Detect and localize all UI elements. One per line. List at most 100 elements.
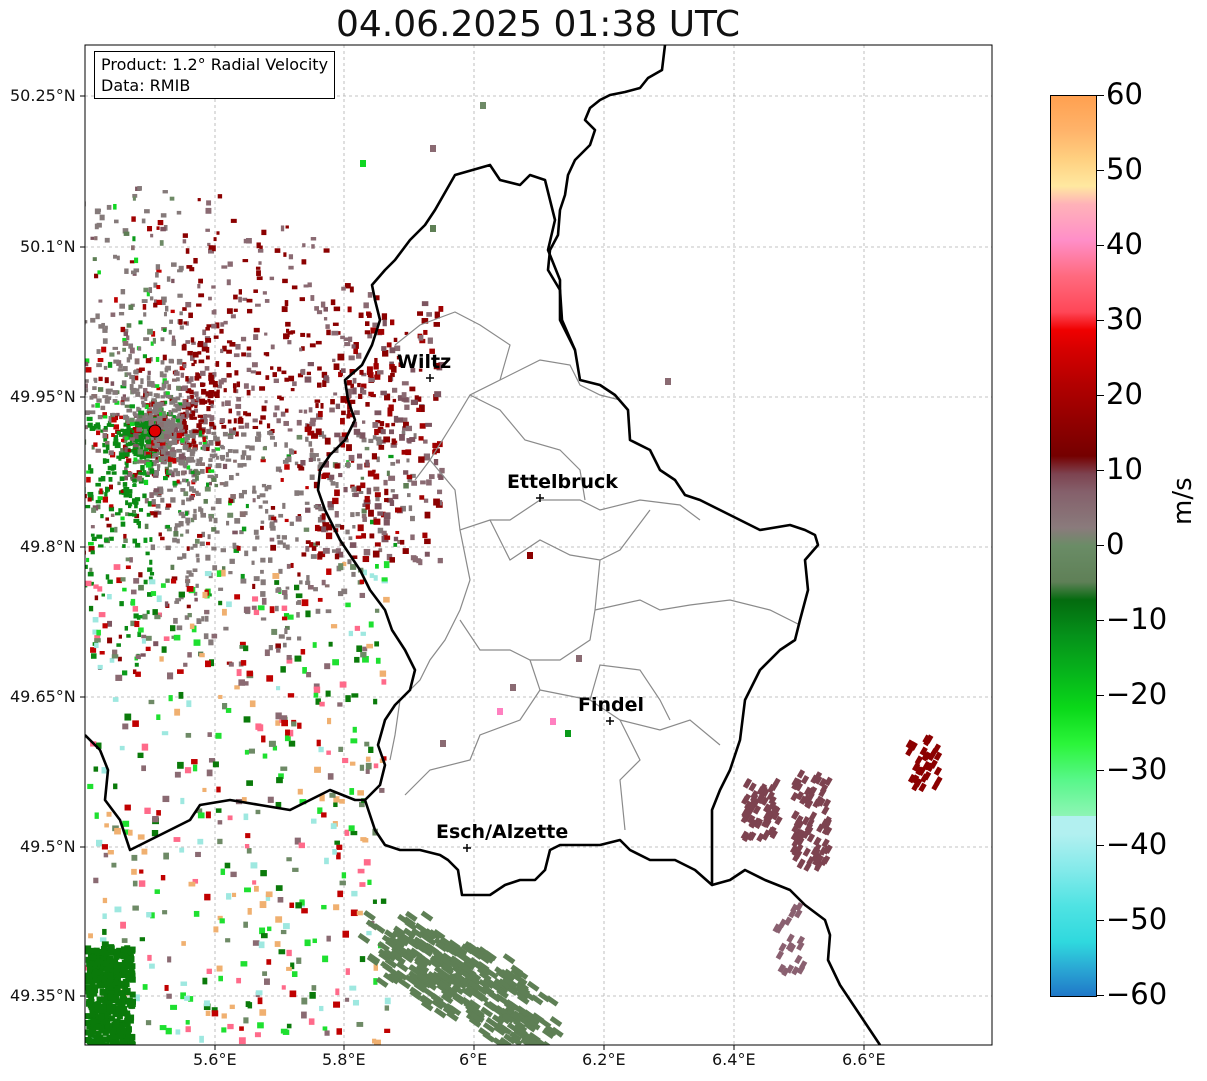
- echo-pixel: [174, 523, 181, 528]
- echo-pixel: [232, 542, 237, 549]
- echo-pixel: [296, 434, 303, 440]
- echo-pixel: [423, 928, 437, 940]
- echo-pixel: [374, 410, 382, 416]
- echo-pixel: [103, 960, 110, 967]
- echo-pixel: [306, 371, 312, 376]
- echo-pixel: [411, 480, 418, 486]
- echo-pixel: [90, 1024, 97, 1031]
- echo-pixel: [130, 598, 136, 606]
- echo-pixel: [91, 404, 95, 408]
- echo-pixel: [244, 422, 250, 429]
- echo-pixel: [100, 514, 104, 519]
- echo-pixel: [125, 1026, 132, 1033]
- echo-pixel: [191, 759, 198, 765]
- echo-pixel: [182, 478, 187, 483]
- echo-pixel: [433, 458, 439, 466]
- echo-pixel: [117, 1041, 124, 1045]
- echo-pixel: [170, 497, 176, 503]
- echo-pixel: [187, 612, 192, 618]
- echo-pixel: [173, 426, 179, 433]
- echo-pixel: [402, 548, 409, 554]
- echo-pixel: [238, 425, 245, 429]
- echo-pixel: [812, 847, 821, 858]
- echo-pixel: [96, 504, 101, 510]
- echo-pixel: [106, 204, 112, 210]
- echo-pixel: [460, 943, 474, 955]
- echo-pixel: [221, 401, 225, 407]
- echo-pixel: [242, 297, 248, 301]
- echo-pixel: [483, 1000, 497, 1012]
- echo-pixel: [205, 228, 210, 232]
- echo-pixel: [43, 519, 48, 523]
- echo-pixel: [41, 356, 45, 360]
- echo-pixel: [89, 395, 94, 400]
- echo-pixel: [228, 475, 234, 481]
- echo-pixel: [321, 526, 326, 533]
- echo-pixel: [122, 544, 126, 548]
- echo-pixel: [236, 381, 241, 388]
- echo-pixel: [401, 449, 407, 455]
- echo-pixel: [307, 430, 315, 436]
- echo-pixel: [344, 283, 351, 289]
- echo-pixel: [101, 1036, 108, 1043]
- echo-pixel: [142, 984, 148, 990]
- echo-pixel: [279, 396, 284, 401]
- echo-pixel: [188, 881, 196, 887]
- echo-pixel: [160, 226, 166, 232]
- echo-pixel: [310, 417, 317, 422]
- echo-pixel: [199, 457, 203, 461]
- echo-pixel: [217, 915, 223, 921]
- echo-pixel: [322, 1026, 328, 1031]
- echo-pixel: [116, 255, 120, 261]
- echo-pixel: [105, 517, 110, 521]
- echo-pixel: [182, 233, 188, 238]
- echo-pixel: [112, 390, 118, 395]
- echo-pixel: [313, 453, 319, 457]
- echo-pixel: [116, 952, 123, 959]
- echo-pixel: [154, 448, 160, 453]
- echo-pixel: [388, 475, 396, 481]
- echo-pixel: [97, 982, 104, 989]
- echo-pixel: [160, 213, 167, 218]
- echo-pixel: [163, 312, 167, 317]
- echo-pixel: [153, 511, 158, 518]
- echo-pixel: [119, 1022, 126, 1029]
- echo-pixel: [821, 838, 830, 848]
- echo-pixel: [152, 460, 157, 467]
- echo-pixel: [236, 545, 241, 551]
- echo-pixel: [260, 870, 267, 877]
- echo-pixel: [131, 509, 137, 514]
- echo-pixel: [377, 370, 384, 375]
- echo-pixel: [499, 969, 513, 981]
- echo-pixel: [198, 293, 205, 298]
- echo-pixel: [384, 957, 398, 969]
- echo-pixel: [413, 936, 426, 948]
- echo-pixel: [77, 200, 82, 203]
- echo-pixel: [192, 514, 197, 520]
- echo-pixel: [403, 916, 416, 928]
- echo-pixel: [94, 812, 99, 819]
- echo-pixel: [207, 474, 214, 479]
- echo-pixel: [156, 408, 162, 415]
- echo-pixel: [813, 836, 822, 847]
- echo-pixel: [324, 375, 329, 381]
- echo-pixel: [186, 700, 192, 708]
- echo-pixel: [404, 331, 409, 335]
- echo-pixel: [251, 362, 258, 368]
- echo-pixel: [123, 231, 130, 236]
- echo-pixel: [171, 262, 177, 267]
- echo-pixel: [305, 545, 310, 552]
- echo-pixel: [113, 359, 120, 364]
- echo-pixel: [156, 436, 161, 442]
- echo-pixel: [480, 1006, 494, 1018]
- echo-pixel: [502, 976, 516, 987]
- echo-pixel: [218, 694, 223, 699]
- echo-pixel: [270, 505, 276, 510]
- echo-pixel: [496, 1022, 509, 1034]
- echo-pixel: [121, 438, 125, 443]
- echo-pixel: [124, 1021, 131, 1028]
- echo-pixel: [92, 987, 99, 994]
- echo-pixel: [320, 403, 324, 409]
- echo-pixel: [171, 408, 178, 413]
- echo-pixel: [102, 415, 108, 419]
